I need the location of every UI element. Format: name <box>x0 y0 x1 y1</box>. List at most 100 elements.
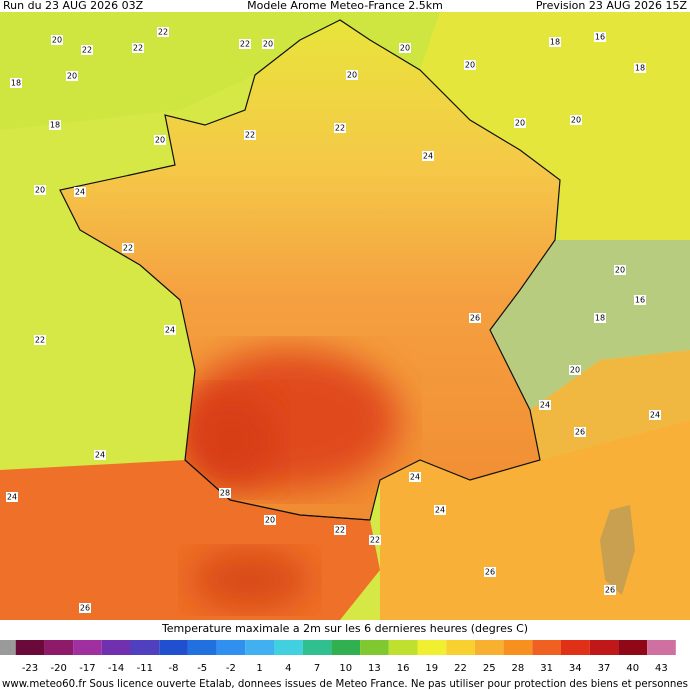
colorbar-swatch <box>417 640 447 655</box>
label-box <box>346 70 358 80</box>
temperature-label: 20 <box>52 36 62 45</box>
colorbar-swatch <box>245 640 274 655</box>
temperature-label: 26 <box>605 586 615 595</box>
label-box <box>464 60 476 70</box>
temperature-label: 20 <box>155 136 165 145</box>
colorbar-swatch <box>302 640 332 655</box>
colorbar-label: 25 <box>483 663 496 674</box>
label-box <box>34 185 46 195</box>
temperature-label: 24 <box>410 473 420 482</box>
colorbar: -23 -20 -17 -14 -11 -8 -5 -2 1 4 7 10 13 16 19 22 25 28 31… <box>0 640 676 674</box>
temperature-label: 22 <box>370 536 380 545</box>
temperature-label: 22 <box>245 131 255 140</box>
temperature-label: 20 <box>615 266 625 275</box>
temperature-label: 26 <box>470 314 480 323</box>
colorbar-label: -14 <box>108 663 124 674</box>
label-box <box>34 335 46 345</box>
temperature-label: 20 <box>265 516 275 525</box>
label-box <box>484 567 496 577</box>
temperature-label: 26 <box>575 428 585 437</box>
label-box <box>409 472 421 482</box>
colorbar-swatch <box>589 640 619 655</box>
label-box <box>81 45 93 55</box>
colorbar-swatch <box>130 640 160 655</box>
label-box <box>334 123 346 133</box>
label-box <box>570 115 582 125</box>
colorbar-label: -20 <box>51 663 67 674</box>
temperature-label: 20 <box>67 72 77 81</box>
label-box <box>154 135 166 145</box>
temperature-label: 22 <box>123 244 133 253</box>
label-box <box>334 525 346 535</box>
temperature-label: 22 <box>158 28 168 37</box>
colorbar-swatch <box>159 640 188 655</box>
corsica <box>600 505 635 595</box>
temperature-label: 18 <box>595 314 605 323</box>
label-box <box>569 365 581 375</box>
label-box <box>94 450 106 460</box>
colorbar-label: 19 <box>425 663 438 674</box>
colorbar-swatch <box>647 640 676 655</box>
label-box <box>10 78 22 88</box>
label-box <box>634 63 646 73</box>
temperature-label: 20 <box>515 119 525 128</box>
colorbar-swatch <box>388 640 418 655</box>
colorbar-swatch <box>101 640 131 655</box>
colorbar-swatch <box>503 640 533 655</box>
temperature-label: 16 <box>595 33 605 42</box>
temperature-label: 18 <box>50 121 60 130</box>
label-box <box>239 39 251 49</box>
colorbar-label: 40 <box>626 663 639 674</box>
temperature-label: 24 <box>165 326 175 335</box>
label-box <box>604 585 616 595</box>
label-box <box>434 505 446 515</box>
label-box <box>594 313 606 323</box>
temperature-label: 24 <box>435 506 445 515</box>
label-box <box>594 32 606 42</box>
label-box <box>264 515 276 525</box>
colorbar-swatch <box>0 640 16 655</box>
label-box <box>164 325 176 335</box>
temperature-label: 20 <box>465 61 475 70</box>
temperature-label: 16 <box>635 296 645 305</box>
spain-hot <box>190 550 310 610</box>
label-box <box>649 410 661 420</box>
colorbar-label: 43 <box>655 663 668 674</box>
germany <box>420 12 690 250</box>
colorbar-label: 34 <box>569 663 582 674</box>
label-box <box>514 118 526 128</box>
colorbar-label: 31 <box>540 663 553 674</box>
temperature-label: 24 <box>95 451 105 460</box>
temperature-label: 26 <box>80 604 90 613</box>
temperature-label: 18 <box>635 64 645 73</box>
italy <box>530 350 690 460</box>
label-box <box>422 151 434 161</box>
label-box <box>549 37 561 47</box>
colorbar-swatch <box>44 640 74 655</box>
colorbar-swatch <box>187 640 217 655</box>
temperature-label: 22 <box>335 526 345 535</box>
colorbar-label: 16 <box>397 663 410 674</box>
temperature-label: 24 <box>540 401 550 410</box>
colorbar-swatch <box>15 640 45 655</box>
model-label: Modele Arome Meteo-France 2.5km <box>247 0 443 12</box>
colorbar-swatch <box>331 640 361 655</box>
colorbar-swatch <box>446 640 475 655</box>
label-box <box>51 35 63 45</box>
colorbar-label: -11 <box>137 663 153 674</box>
label-box <box>469 313 481 323</box>
colorbar-label: -5 <box>197 663 207 674</box>
colorbar-swatch <box>360 640 389 655</box>
label-box <box>244 130 256 140</box>
alps <box>490 240 690 410</box>
temperature-label: 20 <box>263 40 273 49</box>
label-box <box>219 488 231 498</box>
label-box <box>614 265 626 275</box>
temperature-label: 24 <box>650 411 660 420</box>
colorbar-label: -17 <box>79 663 95 674</box>
label-box <box>399 43 411 53</box>
colorbar-swatch <box>618 640 648 655</box>
temperature-label: 26 <box>485 568 495 577</box>
legend-title-box <box>148 620 542 637</box>
